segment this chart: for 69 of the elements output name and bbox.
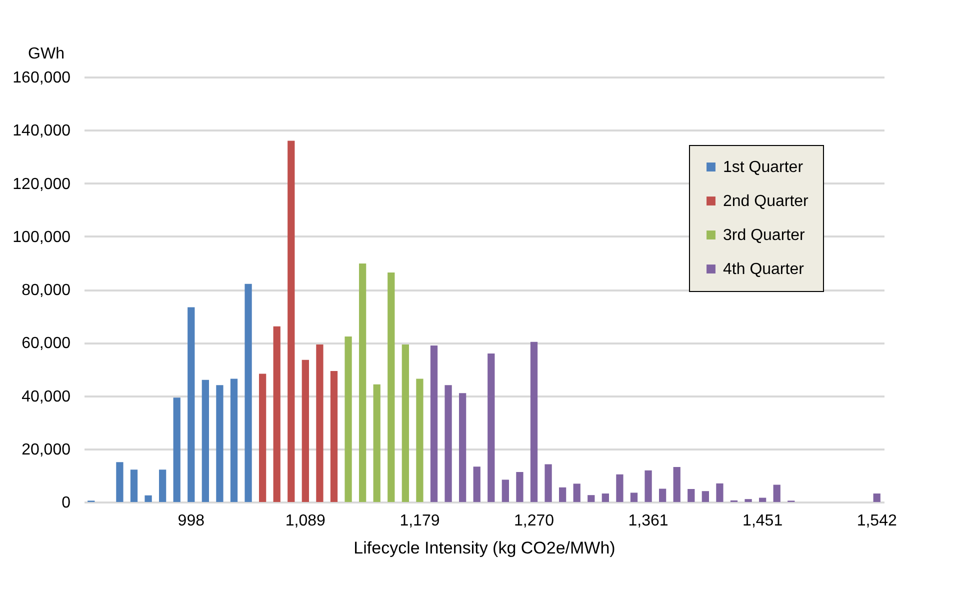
bar xyxy=(416,378,424,502)
y-axis-title: GWh xyxy=(28,46,64,62)
bar xyxy=(673,466,680,502)
bar xyxy=(359,263,366,502)
bar xyxy=(159,470,166,502)
x-tick-label: 1,361 xyxy=(628,512,668,530)
bar xyxy=(573,484,580,502)
y-tick-label: 80,000 xyxy=(22,282,71,299)
legend-label: 2nd Quarter xyxy=(723,193,810,210)
y-tick-label: 20,000 xyxy=(22,441,71,458)
y-tick-label: 100,000 xyxy=(12,228,71,246)
bar xyxy=(373,384,380,502)
y-tick-label: 160,000 xyxy=(12,70,71,86)
bar xyxy=(602,494,609,502)
y-tick-label: 0 xyxy=(62,494,71,512)
bar xyxy=(116,462,124,502)
bar xyxy=(644,470,652,502)
bar xyxy=(273,326,280,502)
y-tick-label: 40,000 xyxy=(22,388,71,406)
bar xyxy=(444,385,452,502)
bar xyxy=(316,344,324,502)
bar xyxy=(702,491,709,502)
bar xyxy=(559,487,566,502)
bar xyxy=(659,488,666,502)
bar xyxy=(588,495,595,502)
bar xyxy=(230,378,238,502)
x-tick-label: 1,451 xyxy=(742,512,783,530)
bar xyxy=(459,393,466,502)
bar xyxy=(344,336,352,502)
bar xyxy=(759,498,766,502)
bar xyxy=(502,480,509,502)
bar xyxy=(202,380,209,502)
bar xyxy=(188,307,195,502)
x-tick-label: 1,270 xyxy=(514,512,554,530)
legend-label: 3rd Quarter xyxy=(723,227,806,244)
y-tick-label: 60,000 xyxy=(22,335,71,352)
bar xyxy=(173,398,180,502)
bar xyxy=(616,474,624,502)
bar xyxy=(516,472,524,502)
x-tick-label: 1,089 xyxy=(285,512,326,530)
bar xyxy=(688,488,695,502)
bar xyxy=(288,140,295,502)
bar xyxy=(773,484,780,502)
bar xyxy=(430,346,438,502)
bar xyxy=(744,499,752,502)
bar xyxy=(716,483,724,502)
bar xyxy=(402,344,409,502)
bar xyxy=(873,494,880,502)
bar xyxy=(216,385,224,502)
y-tick-label: 140,000 xyxy=(12,122,71,140)
legend-label: 4th Quarter xyxy=(723,261,805,278)
bar xyxy=(144,495,152,502)
bar xyxy=(630,492,638,502)
bar xyxy=(530,342,538,502)
x-tick-label: 998 xyxy=(178,512,205,530)
legend-label: 1st Quarter xyxy=(723,159,804,176)
bar xyxy=(544,464,552,502)
bar xyxy=(130,470,138,502)
y-tick-label: 120,000 xyxy=(12,176,71,193)
bar xyxy=(259,374,266,502)
bar xyxy=(388,272,395,502)
x-tick-label: 1,542 xyxy=(856,512,897,530)
bar xyxy=(488,354,495,502)
bar xyxy=(244,284,252,502)
x-axis-title: Lifecycle Intensity (kg CO2e/MWh) xyxy=(354,538,616,558)
bar xyxy=(302,360,309,502)
bar xyxy=(330,371,338,502)
x-tick-label: 1,179 xyxy=(400,512,440,530)
bar xyxy=(473,466,480,502)
